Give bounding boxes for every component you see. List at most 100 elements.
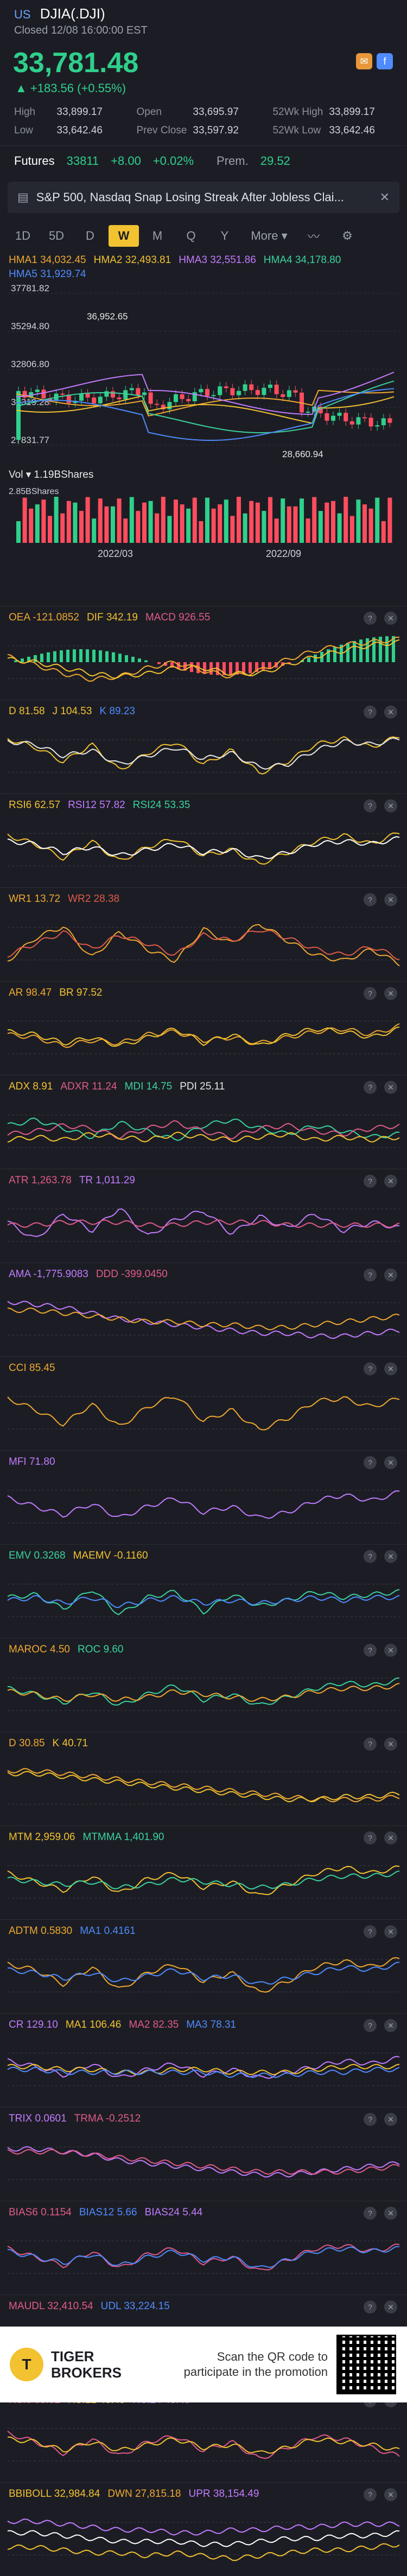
close-icon[interactable]: ✕ xyxy=(384,2113,397,2126)
info-icon[interactable]: ? xyxy=(364,1644,377,1657)
symbol-title[interactable]: DJIA(.DJI) xyxy=(40,5,105,22)
info-icon[interactable]: ? xyxy=(364,1175,377,1188)
tab-period[interactable]: Q xyxy=(176,225,206,247)
info-icon[interactable]: ? xyxy=(364,1268,377,1281)
settings-icon[interactable]: ⚙ xyxy=(332,225,363,247)
close-icon[interactable]: ✕ xyxy=(384,1550,397,1563)
histogram-bar xyxy=(79,649,82,662)
tab-period[interactable]: Y xyxy=(209,225,240,247)
tab-period[interactable]: W xyxy=(109,225,139,247)
close-icon[interactable]: ✕ xyxy=(384,1644,397,1657)
facebook-icon[interactable]: f xyxy=(377,53,393,69)
news-banner[interactable]: ▤ S&P 500, Nasdaq Snap Losing Streak Aft… xyxy=(8,182,399,213)
close-icon[interactable]: ✕ xyxy=(384,706,397,719)
info-icon[interactable]: ? xyxy=(364,706,377,719)
close-icon[interactable]: ✕ xyxy=(384,1738,397,1751)
close-icon[interactable]: ✕ xyxy=(384,1268,397,1281)
futures-pct: +0.02% xyxy=(153,154,194,168)
info-icon[interactable]: ? xyxy=(364,2488,377,2501)
info-icon[interactable]: ? xyxy=(364,1456,377,1469)
volume-label[interactable]: Vol ▾ 1.19BShares xyxy=(9,469,93,480)
close-icon[interactable]: ✕ xyxy=(384,987,397,1000)
info-icon[interactable]: ? xyxy=(364,2207,377,2220)
info-icon[interactable]: ? xyxy=(364,1081,377,1094)
indicator-panel-cci[interactable]: CCI 85.45?✕ xyxy=(0,1356,407,1450)
futures-bar[interactable]: Futures 33811 +8.00 +0.02% Prem. 29.52 xyxy=(0,145,407,176)
tab-period[interactable]: D xyxy=(75,225,105,247)
close-icon[interactable]: ✕ xyxy=(384,799,397,812)
info-icon[interactable]: ? xyxy=(364,1831,377,1844)
close-icon[interactable]: ✕ xyxy=(384,1081,397,1094)
indicator-plot xyxy=(0,2412,407,2478)
close-icon[interactable]: ✕ xyxy=(380,190,390,204)
tab-period[interactable]: M xyxy=(142,225,173,247)
info-icon[interactable]: ? xyxy=(364,987,377,1000)
news-headline[interactable]: S&P 500, Nasdaq Snap Losing Streak After… xyxy=(36,190,373,204)
info-icon[interactable]: ? xyxy=(364,612,377,625)
tab-period[interactable]: 5D xyxy=(41,225,72,247)
close-icon[interactable]: ✕ xyxy=(384,1925,397,1938)
close-icon[interactable]: ✕ xyxy=(384,2488,397,2501)
market-flag: US xyxy=(14,8,31,21)
info-icon[interactable]: ? xyxy=(364,893,377,906)
histogram-bar xyxy=(125,655,128,662)
indicator-panel-mfi[interactable]: MFI 71.80?✕ xyxy=(0,1450,407,1544)
indicator-value: EMV 0.3268 xyxy=(9,1550,66,1561)
close-icon[interactable]: ✕ xyxy=(384,612,397,625)
candle-body xyxy=(262,388,266,395)
info-icon[interactable]: ? xyxy=(364,2019,377,2032)
histogram-bar xyxy=(86,649,89,662)
indicator-line xyxy=(8,1024,399,1048)
info-icon[interactable]: ? xyxy=(364,799,377,812)
close-icon[interactable]: ✕ xyxy=(384,1175,397,1188)
info-icon[interactable]: ? xyxy=(364,1738,377,1751)
close-icon[interactable]: ✕ xyxy=(384,2301,397,2314)
indicator-line xyxy=(8,833,399,864)
info-icon[interactable]: ? xyxy=(364,2301,377,2314)
close-icon[interactable]: ✕ xyxy=(384,2019,397,2032)
close-icon[interactable]: ✕ xyxy=(384,1456,397,1469)
tab-period[interactable]: More ▾ xyxy=(243,225,295,247)
close-icon[interactable]: ✕ xyxy=(384,1362,397,1375)
info-icon[interactable]: ? xyxy=(364,1925,377,1938)
bell-icon[interactable]: ✉ xyxy=(356,53,372,69)
info-icon[interactable]: ? xyxy=(364,2113,377,2126)
volume-bar xyxy=(300,498,304,543)
indicator-value: MA1 106.46 xyxy=(66,2019,121,2030)
indicator-line xyxy=(8,2150,399,2174)
info-icon[interactable]: ? xyxy=(364,1362,377,1375)
line-style-icon[interactable]: 〰 xyxy=(298,225,329,247)
volume-bar xyxy=(237,497,241,543)
info-icon[interactable]: ? xyxy=(364,1550,377,1563)
futures-value: 33811 xyxy=(67,154,99,168)
candlestick-chart[interactable]: 37781.8235294.8032806.8030319.2827831.77… xyxy=(0,283,407,606)
candle-body xyxy=(287,390,291,397)
close-icon[interactable]: ✕ xyxy=(384,1831,397,1844)
volume-bar xyxy=(161,497,166,543)
close-icon[interactable]: ✕ xyxy=(384,2207,397,2220)
qr-code[interactable] xyxy=(336,2335,396,2394)
close-icon[interactable]: ✕ xyxy=(384,893,397,906)
tab-period[interactable]: 1D xyxy=(8,225,38,247)
promo-footer[interactable]: T TIGER BROKERS Scan the QR code to part… xyxy=(0,2327,407,2402)
histogram-bar xyxy=(47,652,50,662)
